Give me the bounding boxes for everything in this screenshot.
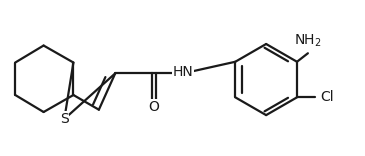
Text: O: O (149, 100, 160, 114)
Text: NH$_2$: NH$_2$ (294, 33, 322, 49)
Text: Cl: Cl (320, 90, 334, 104)
Text: HN: HN (173, 65, 193, 79)
Text: S: S (60, 112, 69, 126)
